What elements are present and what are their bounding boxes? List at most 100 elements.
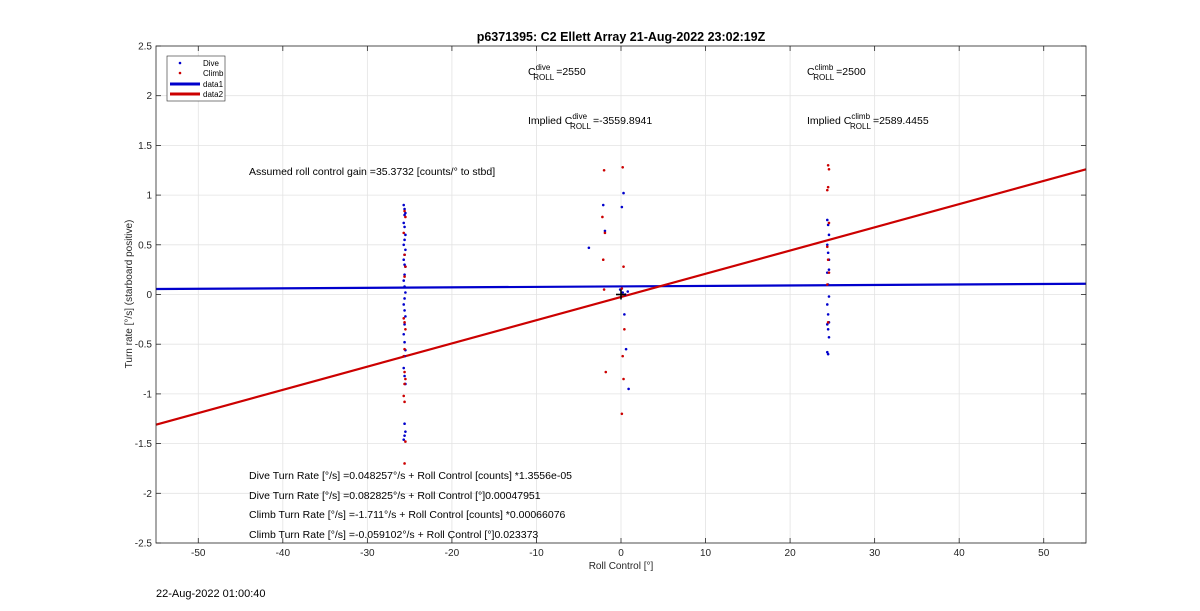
data-point-dive [825,323,829,326]
data-point-dive [587,246,591,250]
data-point-dive [402,279,406,282]
c-roll-dive-base: C [528,66,536,78]
data-point-dive [403,422,406,426]
data-point-climb [827,271,831,274]
data-point-dive [403,273,406,276]
data-point-climb [404,215,407,219]
data-point-dive [403,434,406,437]
data-point-dive [826,352,830,356]
x-tick-label: -30 [360,548,375,559]
x-tick-label: 40 [954,548,966,559]
data-point-dive [404,430,407,433]
data-point-dive [827,268,831,271]
data-point-climb [825,245,829,249]
x-tick-label: 10 [700,548,712,559]
data-point-climb [603,231,607,235]
data-point-climb [621,354,624,358]
data-point-dive [402,203,406,207]
data-point-climb [826,321,830,324]
data-point-climb [404,377,407,381]
implied-c-roll-climb: Implied Cclimb ROLL =2589.4455 [807,112,929,131]
x-tick-label: 20 [785,548,797,559]
data-point-dive [827,295,831,298]
legend-marker-climb [178,71,182,75]
data-point-climb [622,265,625,268]
x-tick-label: -20 [445,548,460,559]
data-point-dive [403,225,406,229]
y-tick-label: 2 [146,91,152,102]
data-point-climb [403,382,406,386]
fit-line-dive-degrees: Dive Turn Rate [°/s] =0.082825°/s + Roll… [249,490,541,502]
x-tick-label: 30 [869,548,881,559]
y-tick-label: -1 [143,389,152,400]
data-point-dive [404,233,407,237]
c-roll-dive-value: =2550 [556,66,586,78]
implied-dive-sub: ROLL [570,122,591,131]
data-point-climb [604,370,608,374]
data-point-dive [627,387,630,391]
data-point-dive [601,203,605,207]
data-point-climb [402,317,406,320]
data-point-climb [621,165,624,169]
c-roll-climb: Cclimb ROLL =2500 [807,63,866,82]
legend: Dive Climb data1 data2 [166,55,226,102]
data-point-dive [402,438,406,441]
c-roll-dive: Cdive ROLL =2550 [528,63,586,82]
data-point-dive [620,205,624,209]
y-tick-label: -0.5 [135,340,153,351]
data-point-dive [825,350,829,354]
data-point-climb [403,275,406,278]
data-point-dive [402,258,406,262]
data-point-climb [827,167,831,171]
data-point-dive [402,243,406,247]
chart-title: p6371395: C2 Ellett Array 21-Aug-2022 23… [477,30,766,44]
data-point-climb [402,354,406,358]
data-point-dive [403,238,406,242]
y-tick-label: 0.5 [138,240,152,251]
data-point-dive [827,335,831,339]
data-point-climb [403,370,406,374]
data-point-dive [826,223,830,227]
y-axis-label: Turn rate [°/s] (starboard positive) [124,220,135,369]
data-point-dive [827,233,831,237]
y-tick-label: -1.5 [135,439,153,450]
x-axis-label: Roll Control [°] [589,561,654,572]
data-point-climb [826,258,830,262]
fit-line-climb-degrees: Climb Turn Rate [°/s] =-0.059102°/s + Ro… [249,529,538,541]
data-point-dive [403,297,406,300]
data-point-climb [826,163,830,167]
data-point-climb [403,209,406,213]
tick-labels: -50 -40 -30 -20 -10 0 10 20 30 40 50-2.5-2-1.5-1-0… [135,42,1050,560]
data-point-dive [826,327,830,331]
data-point-dive [402,221,406,225]
y-tick-label: -2 [143,489,152,500]
data-point-climb [404,265,407,268]
implied-climb-sub: ROLL [850,122,871,131]
data-point-dive [402,332,406,336]
data-point-climb [622,377,625,381]
data-point-climb [623,327,626,331]
data-point-climb [403,400,406,404]
c-roll-climb-base: C [807,66,815,78]
data-point-dive [403,374,406,378]
y-tick-label: 1.5 [138,141,152,152]
implied-climb-value: =2589.4455 [873,115,929,127]
data-point-climb [601,258,605,262]
legend-label-climb: Climb [203,69,224,78]
data-point-climb [602,168,606,172]
data-point-dive [825,218,829,222]
data-point-dive [403,340,406,344]
legend-marker-dive [178,61,182,65]
legend-label-data1: data1 [203,80,224,89]
x-tick-label: 50 [1038,548,1050,559]
data-point-dive [621,291,624,294]
c-roll-climb-value: =2500 [836,66,866,78]
footer-timestamp: 22-Aug-2022 01:00:40 [156,588,266,600]
c-roll-dive-sub: ROLL [533,73,554,82]
implied-climb-prefix: Implied C [807,115,852,127]
data-point-climb [403,462,406,465]
fit-line-dive-counts: Dive Turn Rate [°/s] =0.048257°/s + Roll… [249,470,572,482]
implied-dive-sup: dive [572,112,587,121]
data-point-dive [404,315,407,318]
